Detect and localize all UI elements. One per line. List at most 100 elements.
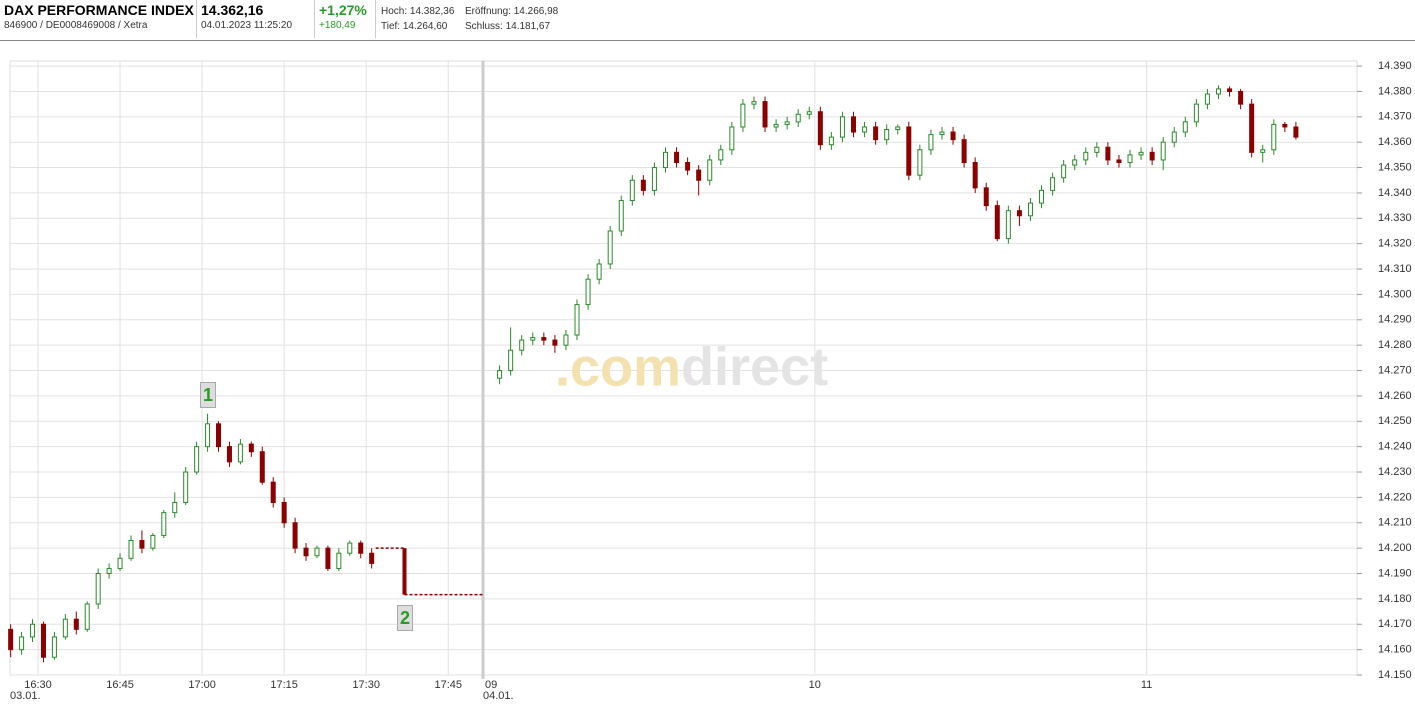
x-tick-label: 16:30 (24, 679, 52, 691)
quote-header: DAX PERFORMANCE INDEX 846900 / DE0008469… (0, 0, 1415, 41)
candle-body (1171, 131, 1177, 143)
candle-body (817, 111, 823, 146)
candle-body (303, 547, 309, 557)
candle-body (530, 337, 536, 341)
candle-body (1050, 177, 1056, 191)
candle-body (73, 618, 79, 630)
candle-body (1039, 189, 1045, 204)
candle-body (983, 187, 989, 207)
date-label: 04.01. (483, 690, 514, 702)
candle-body (607, 230, 613, 265)
candle-body (972, 161, 978, 189)
candle-body (928, 134, 934, 151)
y-tick-label: 14.260 (1378, 390, 1412, 402)
x-tick-label: 17:45 (434, 679, 462, 691)
candle-body (1204, 93, 1210, 105)
candle-body (1160, 141, 1166, 161)
y-tick-label: 14.320 (1378, 238, 1412, 250)
y-tick-label: 14.210 (1378, 517, 1412, 529)
high: Hoch: 14.382,36 (381, 6, 455, 17)
x-tick-label: 17:30 (352, 679, 380, 691)
index-ids: 846900 / DE0008469008 / Xetra (4, 20, 148, 31)
y-tick-label: 14.230 (1378, 466, 1412, 478)
y-tick-label: 14.290 (1378, 314, 1412, 326)
candle-body (1005, 210, 1011, 240)
y-tick-label: 14.240 (1378, 441, 1412, 453)
candle-body (994, 205, 1000, 240)
y-tick-label: 14.300 (1378, 288, 1412, 300)
candle-body (895, 126, 901, 131)
candle-body (662, 151, 668, 169)
x-tick-label: 17:15 (270, 679, 298, 691)
candle-body (795, 113, 801, 123)
close: Schluss: 14.181,67 (465, 21, 551, 32)
candle-body (939, 131, 945, 136)
candle-body (270, 481, 276, 503)
candle-body (1116, 159, 1122, 163)
candle-body (574, 304, 580, 336)
candle-body (292, 522, 298, 549)
candle-body (1083, 151, 1089, 161)
candle-body (216, 423, 222, 448)
candle-body (95, 573, 101, 605)
x-tick-label: 16:45 (106, 679, 134, 691)
candle-body (629, 179, 635, 202)
candle-body (194, 446, 200, 473)
candle-body (1271, 123, 1277, 151)
candle-body (696, 169, 702, 181)
candle-body (62, 618, 68, 638)
x-tick-label: 11 (1141, 679, 1152, 691)
candle-body (1027, 202, 1033, 217)
candle-body (950, 131, 956, 141)
auction-candle (402, 548, 407, 595)
candle-body (762, 101, 768, 128)
candle-body (773, 123, 779, 128)
candle-body (1238, 90, 1244, 105)
annotation: 1 (200, 382, 216, 408)
candle-body (1127, 154, 1133, 163)
candle-body (718, 149, 724, 161)
candle-body (751, 101, 757, 105)
candle-body (183, 471, 189, 503)
candle-body (172, 501, 178, 514)
y-tick-label: 14.200 (1378, 542, 1412, 554)
candle-body (839, 116, 845, 138)
y-tick-label: 14.270 (1378, 364, 1412, 376)
change-abs: +180,49 (319, 20, 356, 31)
candle-body (106, 567, 112, 575)
candle-body (618, 200, 624, 232)
candle-body (851, 116, 857, 133)
candle-body (369, 552, 375, 564)
candle-body (1182, 121, 1188, 133)
candle-body (40, 623, 46, 658)
candle-body (1293, 126, 1299, 138)
y-tick-label: 14.350 (1378, 161, 1412, 173)
candle-body (806, 111, 812, 115)
x-tick-label: 09 (485, 679, 497, 691)
candle-body (1215, 88, 1221, 95)
candle-body (596, 263, 602, 280)
candle-body (961, 139, 967, 163)
candle-body (585, 278, 591, 306)
y-tick-label: 14.150 (1378, 669, 1412, 681)
candle-body (784, 121, 790, 125)
candle-body (358, 542, 364, 554)
candle-body (519, 339, 525, 351)
y-tick-label: 14.190 (1378, 567, 1412, 579)
watermark: .comdirect (555, 337, 828, 397)
y-tick-label: 14.170 (1378, 618, 1412, 630)
candle-body (51, 636, 57, 658)
candle-body (563, 334, 569, 346)
candle-body (259, 451, 265, 483)
candle-body (128, 540, 134, 559)
candle-body (347, 542, 353, 554)
candle-body (917, 149, 923, 176)
candle-body (729, 126, 735, 151)
change-pct: +1,27% (319, 2, 367, 18)
x-tick-label: 17:00 (188, 679, 216, 691)
x-tick-label: 10 (809, 679, 821, 691)
y-tick-label: 14.330 (1378, 212, 1412, 224)
candle-body (1149, 151, 1155, 161)
candle-body (640, 179, 646, 191)
candle-body (740, 103, 746, 128)
